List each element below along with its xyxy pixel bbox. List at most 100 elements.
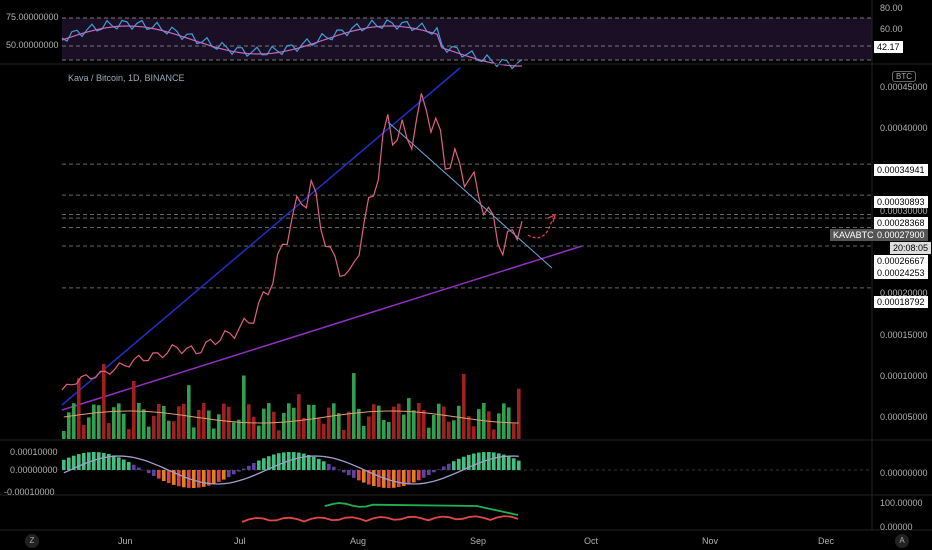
volume-bar [102, 364, 106, 439]
volume-bar [192, 427, 196, 439]
oscillator-bar [297, 452, 301, 470]
volume-bar [402, 414, 406, 439]
oscillator-bar [107, 453, 111, 470]
price-axis-label: 0.00015000 [880, 330, 928, 340]
oscillator-bar [407, 470, 411, 485]
volume-bar [267, 403, 271, 439]
projection-arrow-head [547, 213, 557, 223]
oscillator-bar [312, 456, 316, 470]
oscillator-bar [242, 468, 246, 470]
volume-bar [477, 409, 481, 439]
zoom-reset-button[interactable]: Z [25, 534, 39, 548]
level-tag: 0.00034941 [874, 164, 928, 176]
lower-right-label: 100.00000 [880, 498, 923, 508]
oscillator-bar [212, 470, 216, 484]
oscillator-bar [347, 470, 351, 476]
oscillator-bar [237, 470, 241, 472]
volume-bars [62, 364, 521, 439]
volume-bar [297, 394, 301, 439]
oscillator-bar [157, 470, 161, 479]
oscillator-bar [247, 465, 251, 470]
oscillator-bar [77, 454, 81, 470]
volume-bar [312, 404, 316, 439]
oscillator-bar [117, 457, 121, 470]
oscillator-bar [102, 452, 106, 470]
price-axis-label: 0.00030000 [880, 206, 928, 216]
time-axis-label: Sep [470, 536, 487, 546]
volume-bar [162, 405, 166, 439]
oscillator-histogram [62, 452, 521, 488]
volume-bar [112, 407, 116, 439]
oscillator-bar [292, 452, 296, 470]
oscillator-bar [197, 470, 201, 488]
oscillator-bar [417, 470, 421, 481]
oscillator-bar [67, 457, 71, 470]
volume-bar [72, 403, 76, 439]
volume-bar [377, 405, 381, 439]
volume-bar [442, 406, 446, 439]
volume-bar [392, 406, 396, 439]
oscillator-bar [492, 452, 496, 470]
oscillator-bar [202, 470, 206, 487]
oscillator-bar [132, 464, 136, 470]
volume-bar [322, 423, 326, 439]
volume-bar [357, 408, 361, 439]
volume-bar [472, 426, 476, 439]
price-axis-label: 0.00005000 [880, 412, 928, 422]
oscillator-bar [452, 461, 456, 470]
projection-arrow [527, 219, 553, 239]
volume-bar [77, 378, 81, 439]
countdown-tag: 20:08:05 [890, 242, 932, 254]
oscillator-bar [192, 470, 196, 488]
oscillator-bar [507, 456, 511, 470]
volume-bar [302, 418, 306, 439]
rsi-left-label-75: 75.00000000 [6, 12, 59, 22]
volume-bar [97, 405, 101, 439]
oscillator-signal-line [63, 455, 519, 485]
oscillator-bar [457, 458, 461, 470]
auto-scale-button[interactable]: A [895, 534, 909, 548]
osc-left-label: 0.00000000 [10, 465, 58, 475]
volume-bar [242, 375, 246, 439]
volume-bar [197, 409, 201, 439]
volume-bar [252, 416, 256, 439]
lower-indicator-line-green [324, 502, 519, 516]
level-tag: 0.00018792 [874, 296, 928, 308]
oscillator-bar [397, 470, 401, 488]
oscillator-bar [367, 470, 371, 485]
rsi-line-primary [61, 19, 523, 70]
oscillator-bar [502, 454, 506, 470]
oscillator-bar [332, 466, 336, 470]
oscillator-bar [222, 470, 226, 480]
volume-bar [257, 425, 261, 439]
volume-bar [67, 412, 71, 439]
volume-bar [362, 425, 366, 439]
volume-bar [122, 413, 126, 439]
volume-bar [307, 404, 311, 439]
horizontal-levels [62, 163, 872, 289]
time-axis-label: Oct [584, 536, 599, 546]
volume-bar [177, 406, 181, 439]
volume-bar [437, 403, 441, 439]
oscillator-bar [427, 470, 431, 476]
volume-bar [372, 404, 376, 439]
rsi-left-label-50: 50.00000000 [6, 40, 59, 50]
volume-bar [82, 424, 86, 439]
price-axis-label: 0.00020000 [880, 288, 928, 298]
volume-bar [467, 416, 471, 439]
currency-badge[interactable]: BTC [892, 71, 916, 82]
resistance-trendline [387, 121, 553, 269]
oscillator-bar [87, 452, 91, 470]
volume-bar [317, 418, 321, 439]
oscillator-bar [307, 455, 311, 470]
oscillator-bar [147, 470, 151, 474]
volume-bar [452, 420, 456, 439]
volume-bar [427, 427, 431, 439]
volume-bar [412, 410, 416, 439]
level-tag: 0.00027900 [874, 229, 928, 241]
volume-bar [232, 422, 236, 439]
volume-bar [422, 410, 426, 439]
volume-bar [137, 403, 141, 439]
volume-bar [237, 419, 241, 439]
